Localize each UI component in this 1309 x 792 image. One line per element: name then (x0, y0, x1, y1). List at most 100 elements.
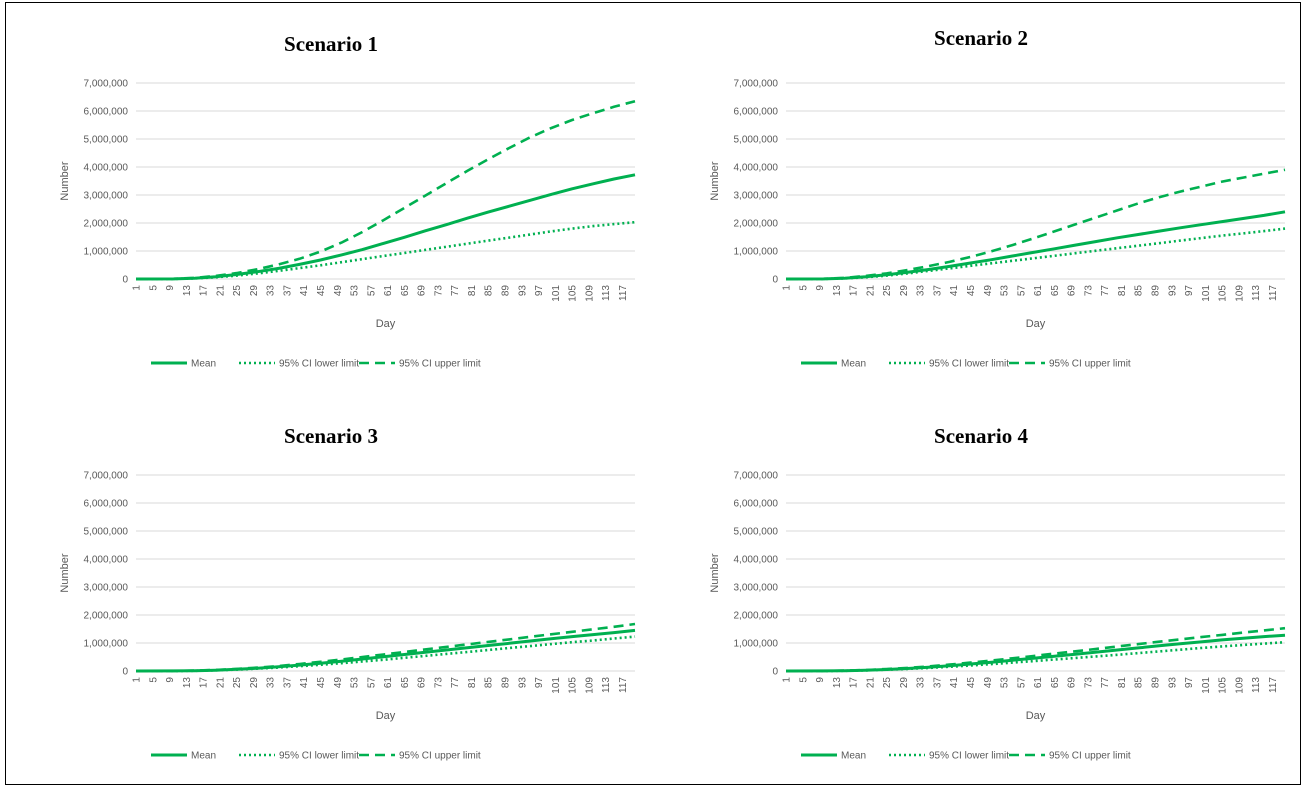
x-axis-title: Day (1026, 710, 1046, 722)
y-tick-label: 3,000,000 (734, 583, 779, 594)
y-tick-label: 0 (122, 667, 128, 678)
x-tick-label: 93 (1167, 677, 1178, 689)
x-tick-label: 5 (148, 677, 159, 683)
x-tick-label: 117 (1268, 285, 1279, 301)
y-tick-label: 4,000,000 (734, 555, 779, 566)
y-tick-label: 0 (772, 275, 778, 286)
y-tick-label: 1,000,000 (734, 639, 779, 650)
chart-title: Scenario 2 (934, 26, 1028, 50)
x-tick-label: 77 (450, 677, 461, 689)
x-tick-label: 113 (1251, 677, 1262, 693)
chart-title: Scenario 3 (284, 424, 378, 448)
x-tick-label: 85 (484, 677, 495, 689)
legend-label: 95% CI lower limit (279, 359, 359, 370)
legend-label: 95% CI upper limit (399, 751, 481, 762)
scenario-3-chart: Scenario 3 0 1,000,000 2,000,000 3,000,000 4… (11, 400, 651, 780)
x-tick-label: 25 (232, 677, 243, 689)
x-tick-label: 53 (350, 677, 361, 689)
x-tick-label: 65 (1050, 677, 1061, 689)
x-tick-label: 17 (199, 285, 210, 297)
x-tick-label: 93 (517, 677, 528, 689)
x-tick-label: 81 (1117, 677, 1128, 689)
x-tick-label: 65 (1050, 285, 1061, 297)
scenario-3-plot: 0 1,000,000 2,000,000 3,000,000 4,000,000 5,0… (59, 471, 636, 762)
x-tick-label: 117 (1268, 677, 1279, 693)
x-tick-label: 85 (1134, 285, 1145, 297)
x-tick-label: 1 (782, 677, 793, 683)
x-axis-title: Day (376, 318, 396, 330)
y-tick-label: 5,000,000 (734, 135, 779, 146)
x-tick-label: 101 (551, 285, 562, 302)
x-tick-label: 1 (782, 285, 793, 291)
x-tick-label: 37 (932, 677, 943, 689)
x-tick-label: 1 (132, 677, 143, 683)
series-line-dashed (135, 622, 636, 673)
x-tick-label: 117 (618, 285, 629, 301)
x-tick-label: 101 (1201, 677, 1212, 694)
x-tick-label: 33 (266, 285, 277, 297)
x-tick-label: 105 (568, 285, 579, 302)
y-axis-title: Number (59, 161, 71, 200)
y-tick-label: 0 (772, 667, 778, 678)
x-tick-label: 61 (383, 677, 394, 689)
x-tick-label: 113 (601, 677, 612, 693)
x-tick-label: 29 (899, 677, 910, 689)
y-tick-label: 5,000,000 (84, 135, 129, 146)
x-tick-label: 29 (249, 285, 260, 297)
y-tick-label: 4,000,000 (84, 555, 129, 566)
x-tick-label: 61 (1033, 677, 1044, 689)
x-tick-label: 65 (400, 285, 411, 297)
x-tick-label: 17 (849, 285, 860, 297)
x-tick-label: 93 (517, 285, 528, 297)
x-tick-label: 45 (966, 285, 977, 297)
x-tick-label: 89 (501, 677, 512, 689)
x-tick-label: 33 (266, 677, 277, 689)
x-tick-label: 69 (417, 677, 428, 689)
x-tick-label: 81 (467, 285, 478, 297)
x-axis-title: Day (376, 710, 396, 722)
legend-label: 95% CI upper limit (1049, 359, 1131, 370)
legend-label: Mean (191, 359, 216, 370)
x-tick-label: 25 (882, 677, 893, 689)
x-axis-title: Day (1026, 318, 1046, 330)
y-tick-label: 7,000,000 (734, 471, 779, 482)
x-tick-label: 57 (1016, 677, 1027, 689)
y-tick-label: 6,000,000 (734, 499, 779, 510)
x-tick-label: 17 (199, 677, 210, 689)
x-tick-label: 73 (1083, 677, 1094, 689)
x-tick-label: 37 (282, 677, 293, 689)
y-tick-label: 7,000,000 (734, 79, 779, 90)
x-tick-label: 33 (916, 677, 927, 689)
scenario-1-plot: 0 1,000,000 2,000,000 3,000,000 4,000,000 5,0… (59, 79, 636, 370)
x-tick-label: 109 (584, 285, 595, 302)
x-tick-label: 105 (568, 677, 579, 694)
legend-label: Mean (191, 751, 216, 762)
y-tick-label: 7,000,000 (84, 79, 129, 90)
series-line-dashed (785, 626, 1286, 673)
x-tick-label: 77 (1100, 677, 1111, 689)
x-tick-label: 33 (916, 285, 927, 297)
y-tick-label: 2,000,000 (734, 219, 779, 230)
y-axis-title: Number (59, 553, 71, 592)
x-tick-label: 57 (1016, 285, 1027, 297)
series-line-dashed (135, 99, 636, 281)
x-tick-label: 57 (366, 285, 377, 297)
x-tick-label: 41 (949, 285, 960, 297)
y-tick-label: 1,000,000 (84, 247, 129, 258)
legend-label: 95% CI upper limit (1049, 751, 1131, 762)
scenario-4-plot: 0 1,000,000 2,000,000 3,000,000 4,000,000 5,0… (709, 471, 1286, 762)
x-tick-label: 97 (534, 677, 545, 689)
x-tick-label: 53 (1000, 285, 1011, 297)
x-tick-label: 5 (798, 677, 809, 683)
legend-label: 95% CI lower limit (929, 359, 1009, 370)
series-line-solid (785, 210, 1286, 281)
y-tick-label: 0 (122, 275, 128, 286)
y-tick-label: 2,000,000 (84, 219, 129, 230)
x-tick-label: 49 (333, 285, 344, 297)
series-line-dotted (136, 635, 636, 673)
series-line-solid (135, 173, 636, 281)
legend-label: Mean (841, 359, 866, 370)
x-tick-label: 69 (1067, 677, 1078, 689)
y-tick-label: 3,000,000 (84, 191, 129, 202)
x-tick-label: 53 (1000, 677, 1011, 689)
